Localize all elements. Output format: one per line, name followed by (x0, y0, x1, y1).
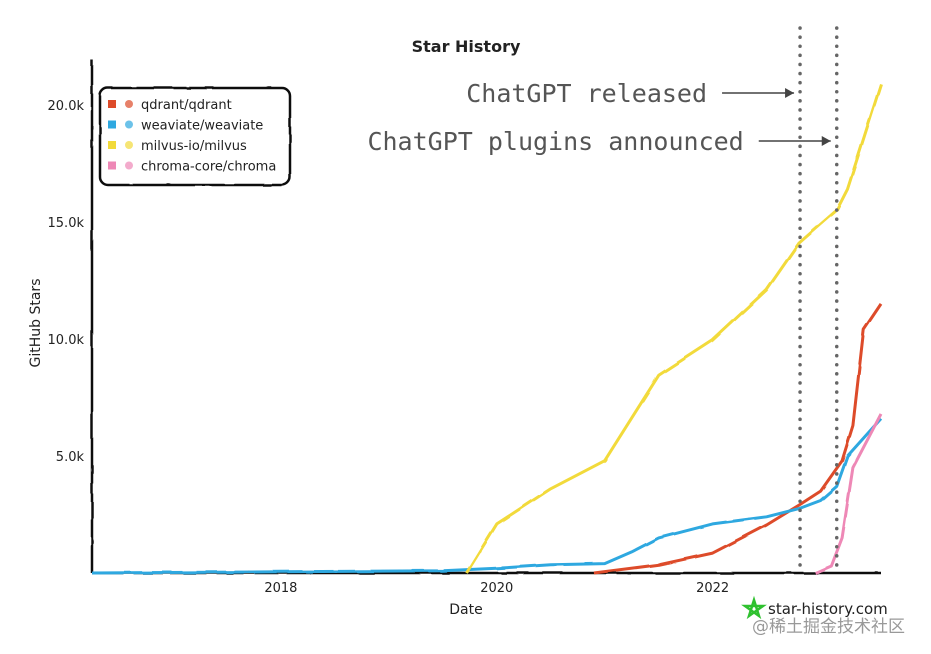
site-link[interactable]: star-history.com (768, 600, 888, 618)
watermark: @稀土掘金技术社区 (752, 617, 905, 637)
legend-label: weaviate/weaviate (141, 119, 263, 134)
legend-swatch (108, 100, 116, 108)
series-line-milvus-io (465, 83, 883, 574)
series-line-chroma-core (814, 413, 883, 575)
annotation-label: ChatGPT plugins announced (367, 127, 743, 156)
y-tick-label: 20.0k (48, 99, 85, 114)
qdrant-logo-icon (125, 100, 133, 108)
legend-label: milvus-io/milvus (141, 139, 247, 154)
series-line-qdrant (593, 303, 883, 575)
legend-box (98, 86, 292, 187)
legend-swatch (108, 161, 116, 170)
x-tick-label: 2020 (480, 581, 513, 596)
legend-swatch (108, 141, 116, 149)
y-tick-label: 15.0k (48, 216, 85, 231)
legend-label: chroma-core/chroma (141, 160, 276, 175)
x-tick-label: 2018 (264, 581, 297, 596)
weaviate-logo-icon (125, 120, 133, 129)
star-logo-icon (741, 595, 767, 620)
y-axis-label: GitHub Stars (28, 279, 44, 368)
y-tick-label: 5.0k (56, 450, 85, 465)
annotation-label: ChatGPT released (466, 79, 707, 108)
y-tick-label: 10.0k (48, 333, 85, 348)
chart-title: Star History (412, 37, 521, 56)
chroma-logo-icon (125, 161, 133, 170)
arrow-head-icon (821, 136, 831, 146)
x-tick-label: 2022 (696, 581, 729, 596)
x-axis-label: Date (449, 602, 482, 618)
star-history-logo[interactable]: star-history.com (741, 595, 888, 620)
legend-label: qdrant/qdrant (141, 98, 232, 113)
legend: qdrant/qdrant weaviate/weaviate milvus-io/… (98, 86, 292, 187)
arrow-head-icon (785, 88, 795, 98)
milvus-logo-icon (125, 141, 133, 149)
legend-swatch (108, 120, 116, 129)
series-line-weaviate (91, 417, 883, 575)
